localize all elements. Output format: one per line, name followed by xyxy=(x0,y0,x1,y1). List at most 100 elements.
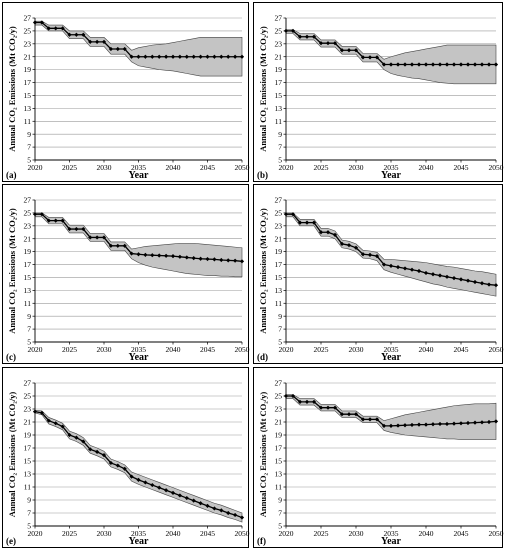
data-point xyxy=(423,270,429,276)
data-point xyxy=(239,515,245,520)
data-point xyxy=(479,62,485,67)
data-point xyxy=(143,480,148,485)
data-point xyxy=(198,501,203,506)
data-point xyxy=(226,510,231,516)
data-point xyxy=(416,62,422,67)
y-tick-label: 17 xyxy=(24,444,32,453)
chart-panel-6: 5 7 9 11 13 15 17 19 21 23 25 27 2020 2025 2030 2035 204… xyxy=(253,367,504,548)
data-point xyxy=(346,243,352,248)
x-tick-label: 2025 xyxy=(314,345,329,354)
data-point xyxy=(332,41,338,46)
x-tick-label: 2020 xyxy=(28,529,43,538)
data-point xyxy=(191,498,196,503)
y-tick-label: 7 xyxy=(278,509,282,518)
y-tick-label: 5 xyxy=(278,522,282,531)
y-tick-label: 23 xyxy=(275,405,283,414)
y-tick-label: 7 xyxy=(27,325,31,334)
y-tick-label: 9 xyxy=(278,312,282,321)
x-tick-label: 2020 xyxy=(279,345,294,354)
x-axis-label: Year xyxy=(129,536,150,547)
panel-label: (d) xyxy=(257,352,268,362)
data-point xyxy=(353,48,359,53)
chart-panel-1: 5 7 9 11 13 15 17 19 21 23 25 27 2020 2025 2030 2035 204… xyxy=(2,2,250,182)
data-point xyxy=(95,449,100,454)
data-point xyxy=(444,421,450,427)
data-point xyxy=(381,262,387,267)
data-point xyxy=(423,62,429,67)
y-tick-label: 13 xyxy=(24,104,32,113)
data-point xyxy=(88,39,93,44)
data-point xyxy=(143,54,148,59)
x-tick-label: 2040 xyxy=(166,529,181,538)
y-tick-label: 17 xyxy=(275,78,283,87)
data-point xyxy=(472,62,478,67)
x-tick-label: 2045 xyxy=(454,529,469,538)
x-tick-label: 2040 xyxy=(419,163,434,172)
data-point xyxy=(136,252,141,257)
data-point xyxy=(53,421,58,426)
data-point xyxy=(198,54,203,59)
y-tick-label: 17 xyxy=(275,444,283,453)
data-point xyxy=(95,235,100,240)
x-tick-label: 2025 xyxy=(62,529,77,538)
data-point xyxy=(136,54,141,59)
data-point xyxy=(409,267,415,272)
data-point xyxy=(219,508,224,513)
data-point xyxy=(184,54,189,59)
y-tick-label: 19 xyxy=(275,431,283,440)
x-tick-label: 2035 xyxy=(131,345,146,354)
x-tick-label: 2045 xyxy=(454,345,469,354)
data-point xyxy=(60,424,65,429)
data-point xyxy=(39,20,44,25)
x-tick-label: 2025 xyxy=(62,163,77,172)
data-point xyxy=(402,423,408,428)
data-point xyxy=(81,226,86,232)
x-tick-label: 2020 xyxy=(279,163,294,172)
y-tick-label: 15 xyxy=(24,91,32,100)
data-point xyxy=(115,243,120,248)
panel-label: (f) xyxy=(257,536,266,546)
x-tick-label: 2020 xyxy=(279,529,294,538)
y-tick-label: 7 xyxy=(278,325,282,334)
data-point xyxy=(339,412,345,417)
data-point xyxy=(360,55,366,60)
data-point xyxy=(304,220,310,225)
y-tick-label: 5 xyxy=(278,338,282,347)
y-tick-label: 23 xyxy=(24,39,32,48)
data-point xyxy=(444,62,450,67)
data-point xyxy=(53,26,58,31)
data-point xyxy=(39,212,44,217)
y-tick-label: 15 xyxy=(24,273,32,282)
data-point xyxy=(212,506,217,511)
data-point xyxy=(416,268,422,274)
data-point xyxy=(177,493,182,498)
data-point xyxy=(360,252,366,257)
data-point xyxy=(108,46,113,52)
data-point xyxy=(191,54,196,59)
data-point xyxy=(170,490,176,495)
y-tick-label: 11 xyxy=(24,299,31,308)
data-point xyxy=(74,32,79,37)
data-point xyxy=(493,62,499,67)
x-tick-label: 2050 xyxy=(489,163,504,172)
y-tick-label: 21 xyxy=(24,418,32,427)
data-point xyxy=(325,41,331,46)
y-tick-label: 23 xyxy=(24,221,32,230)
data-point xyxy=(129,54,134,59)
y-tick-label: 21 xyxy=(24,234,32,243)
data-point xyxy=(388,423,394,428)
data-point xyxy=(360,417,366,422)
data-point xyxy=(374,254,380,259)
data-point xyxy=(74,435,79,440)
data-point xyxy=(60,26,65,31)
data-point xyxy=(39,410,44,415)
data-point xyxy=(409,62,415,67)
y-tick-label: 5 xyxy=(27,156,31,165)
data-point xyxy=(226,54,231,59)
data-point xyxy=(325,230,331,235)
data-point xyxy=(318,405,324,410)
data-point xyxy=(184,495,189,501)
data-point xyxy=(164,253,169,258)
y-tick-label: 11 xyxy=(275,299,282,308)
